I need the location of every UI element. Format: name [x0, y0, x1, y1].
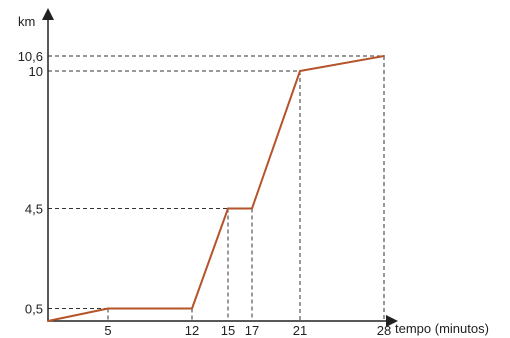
y-tick-label: 4,5: [25, 202, 43, 217]
series-segment: [251, 70, 301, 210]
y-axis-label: km: [18, 14, 35, 29]
series-segment: [47, 307, 109, 322]
y-tick-label: 0,5: [25, 302, 43, 317]
x-tick-label: 28: [377, 323, 391, 338]
x-axis-label: tempo (minutos): [395, 321, 489, 336]
y-tick-label: 10: [29, 64, 43, 79]
y-tick-label: 10,6: [18, 49, 43, 64]
x-tick-label: 21: [293, 323, 307, 338]
dashed-guide-lines: [48, 55, 385, 321]
series-layer: [47, 55, 385, 322]
series-segment: [191, 207, 229, 310]
x-tick-label: 5: [104, 323, 111, 338]
x-tick-label: 15: [221, 323, 235, 338]
series-segment: [299, 55, 385, 72]
x-tick-label: 12: [185, 323, 199, 338]
x-tick-label: 17: [245, 323, 259, 338]
